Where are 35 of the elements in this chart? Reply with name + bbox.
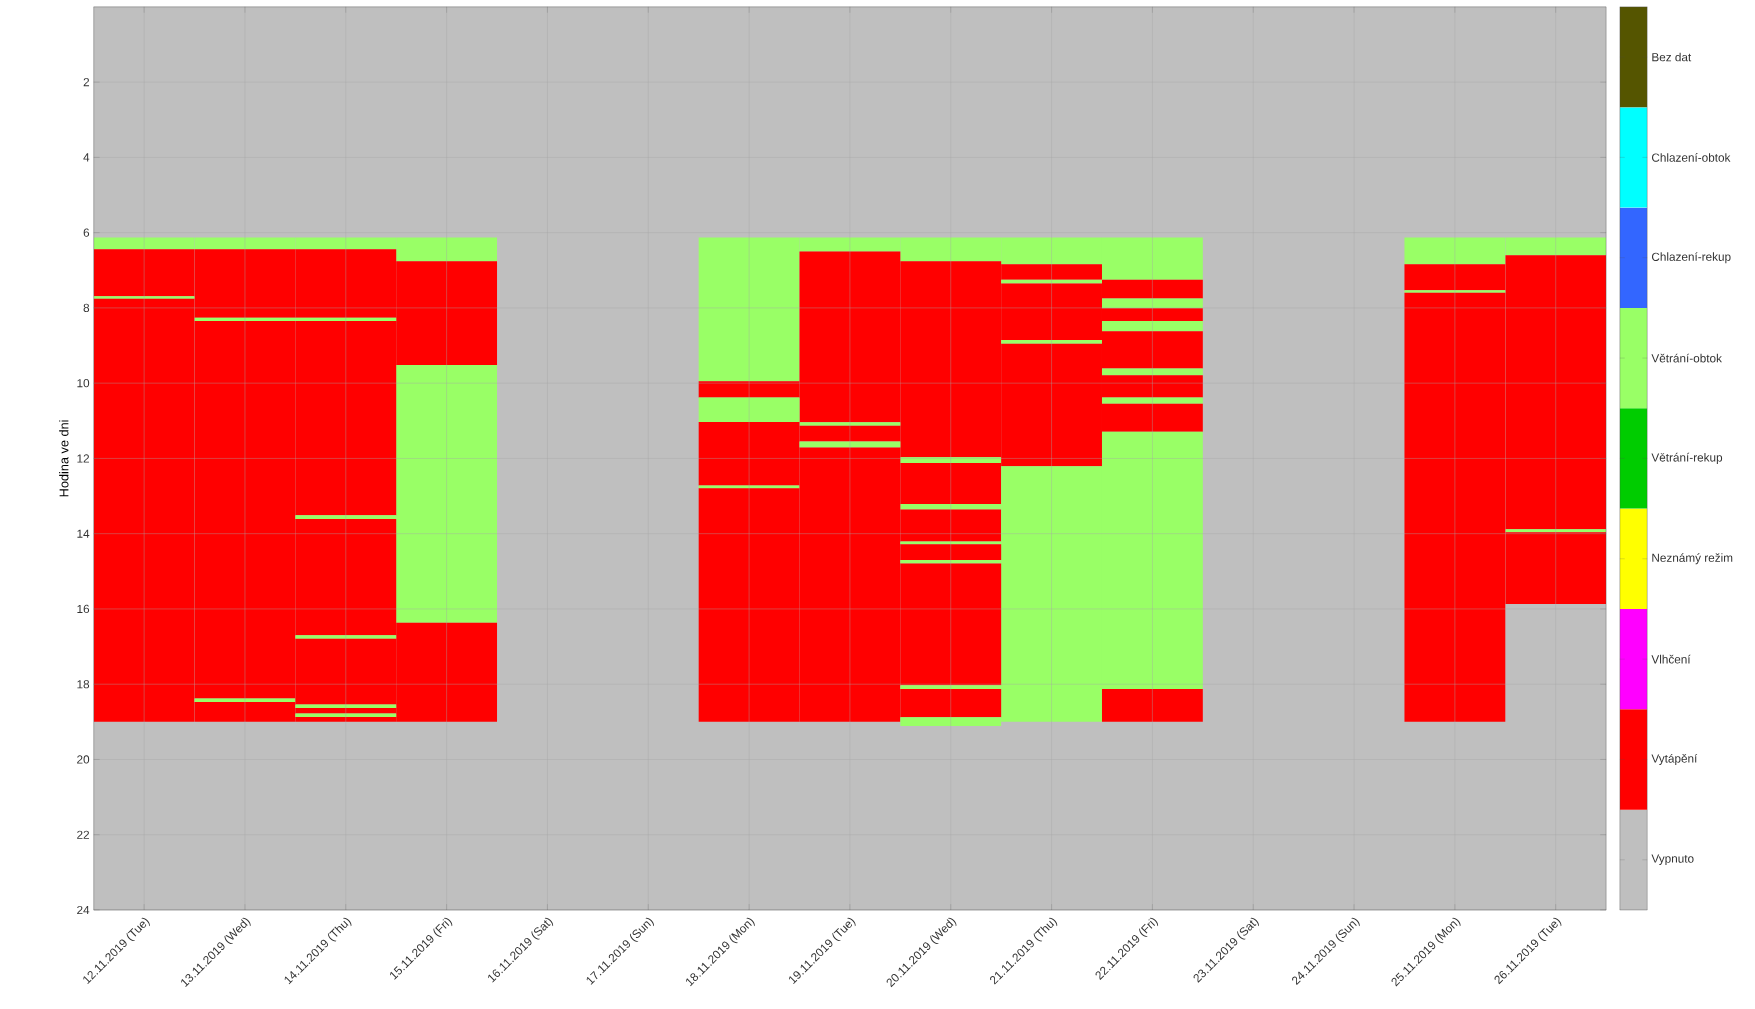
color-bar-label: Neznámý režim <box>1652 553 1733 565</box>
bar <box>1101 321 1203 332</box>
y-tick-label: 18 <box>77 680 90 689</box>
bar <box>799 422 901 426</box>
bar <box>1505 529 1607 533</box>
y-tick-label: 4 <box>83 153 90 162</box>
y-tick-label: 2 <box>83 78 90 87</box>
y-tick-label: 10 <box>77 379 90 388</box>
bar <box>1001 339 1102 344</box>
bar <box>1101 689 1203 722</box>
color-bar-label: Vlhčení <box>1651 654 1691 664</box>
y-tick-label: 16 <box>77 604 90 614</box>
color-bar-label: Vypnuto <box>1651 854 1694 866</box>
bar <box>1101 298 1203 309</box>
color-bar-label: Chlazení-obtok <box>1651 153 1731 162</box>
color-bar-label: Chlazení-rekup <box>1651 252 1731 264</box>
y-tick-label: 22 <box>77 830 90 839</box>
bar <box>1101 397 1203 404</box>
bar <box>1101 368 1203 376</box>
y-tick-label: 8 <box>83 303 90 313</box>
bar <box>1404 290 1506 293</box>
y-tick-label: 14 <box>77 529 90 538</box>
y-tick-label: 24 <box>77 905 90 915</box>
color-bar-label: Vytápění <box>1651 753 1698 766</box>
y-tick-label: 6 <box>83 228 90 237</box>
color-bar-label: Bez dat <box>1652 52 1692 62</box>
bar <box>93 296 195 299</box>
y-tick-label: 20 <box>77 755 90 764</box>
color-bar-label: Větrání-obtok <box>1651 353 1722 363</box>
bar <box>799 441 901 448</box>
y-tick-label: 12 <box>77 454 90 463</box>
color-bar-label: Větrání-rekup <box>1651 452 1723 465</box>
y-axis-title: Hodina ve dni <box>59 420 69 497</box>
bar <box>698 397 800 422</box>
bar <box>295 635 397 639</box>
